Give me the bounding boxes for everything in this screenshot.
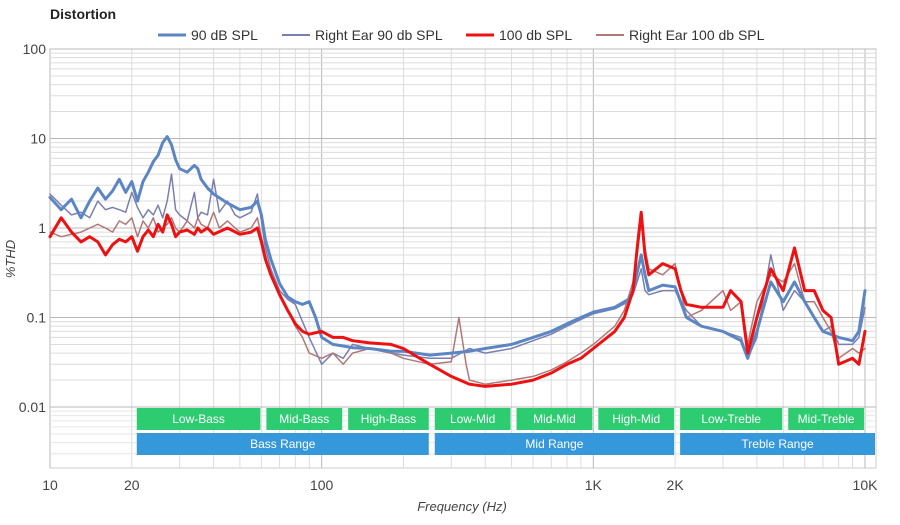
band-low-treble: Low-Treble [680, 408, 783, 430]
band-high-mid: High-Mid [598, 408, 675, 430]
band-low-bass: Low-Bass [136, 408, 261, 430]
band-mid-range: Mid Range [434, 433, 675, 455]
band-label: High-Bass [361, 412, 416, 426]
band-rect [348, 408, 429, 430]
legend-label: 90 dB SPL [191, 27, 258, 43]
x-tick-label: 2K [667, 477, 685, 493]
band-rect [788, 408, 864, 430]
y-tick-label: 1 [38, 220, 46, 236]
x-tick-label: 20 [124, 477, 140, 493]
y-tick-label: 100 [23, 41, 47, 57]
band-rect [434, 433, 675, 455]
grid-layer [49, 48, 877, 469]
band-mid-mid: Mid-Mid [516, 408, 593, 430]
band-label: Low-Treble [701, 412, 761, 426]
band-rect [136, 433, 429, 455]
band-label: Low-Mid [450, 412, 495, 426]
legend-item-100-db-spl[interactable]: 100 db SPL [466, 27, 572, 43]
band-label: Bass Range [250, 437, 316, 451]
legend[interactable]: 90 dB SPL Right Ear 90 db SPL 100 db SPL Ri… [158, 27, 765, 43]
x-tick-label: 10 [42, 477, 58, 493]
y-tick-label: 10 [30, 131, 46, 147]
band-label: Mid-Bass [279, 412, 329, 426]
x-tick-label: 1K [585, 477, 603, 493]
band-low-mid: Low-Mid [434, 408, 511, 430]
x-tick-label: 10K [853, 477, 879, 493]
series-line-90-db-spl [48, 135, 867, 360]
series-layer [48, 135, 867, 388]
axis-layer: 10 20 100 1K 2K 10K 100 10 1 0.1 0.01 [19, 41, 878, 493]
band-rect [516, 408, 593, 430]
band-label: Mid-Treble [798, 412, 855, 426]
band-treble-range: Treble Range [680, 433, 875, 455]
y-tick-label: 0.01 [19, 399, 46, 415]
band-mid-treble: Mid-Treble [788, 408, 864, 430]
x-tick-label: 100 [310, 477, 334, 493]
band-rect [136, 408, 261, 430]
band-rect [598, 408, 675, 430]
plot-area [49, 48, 877, 469]
legend-item-right-ear-90-db-spl[interactable]: Right Ear 90 db SPL [282, 27, 443, 43]
band-rect [680, 433, 875, 455]
legend-label: 100 db SPL [499, 27, 572, 43]
band-rect [680, 408, 783, 430]
band-label: High-Mid [612, 412, 660, 426]
y-tick-label: 0.1 [27, 310, 47, 326]
band-bass-range: Bass Range [136, 433, 429, 455]
frequency-bands: Low-Bass Mid-Bass High-Bass Low-Mid Mid-Mid H… [136, 408, 875, 455]
band-rect [434, 408, 511, 430]
chart-title: Distortion [50, 6, 117, 22]
band-label: Mid Range [525, 437, 583, 451]
legend-item-90-db-spl[interactable]: 90 dB SPL [158, 27, 258, 43]
band-label: Mid-Mid [533, 412, 576, 426]
x-axis-label: Frequency (Hz) [417, 499, 507, 514]
legend-label: Right Ear 90 db SPL [315, 27, 443, 43]
band-high-bass: High-Bass [348, 408, 429, 430]
legend-item-right-ear-100-db-spl[interactable]: Right Ear 100 db SPL [596, 27, 765, 43]
band-label: Low-Bass [172, 412, 225, 426]
y-axis-label: %THD [3, 240, 18, 278]
band-label: Treble Range [741, 437, 814, 451]
series-line-100-db-spl [48, 210, 867, 388]
band-mid-bass: Mid-Bass [266, 408, 343, 430]
legend-label: Right Ear 100 db SPL [629, 27, 765, 43]
band-rect [266, 408, 343, 430]
